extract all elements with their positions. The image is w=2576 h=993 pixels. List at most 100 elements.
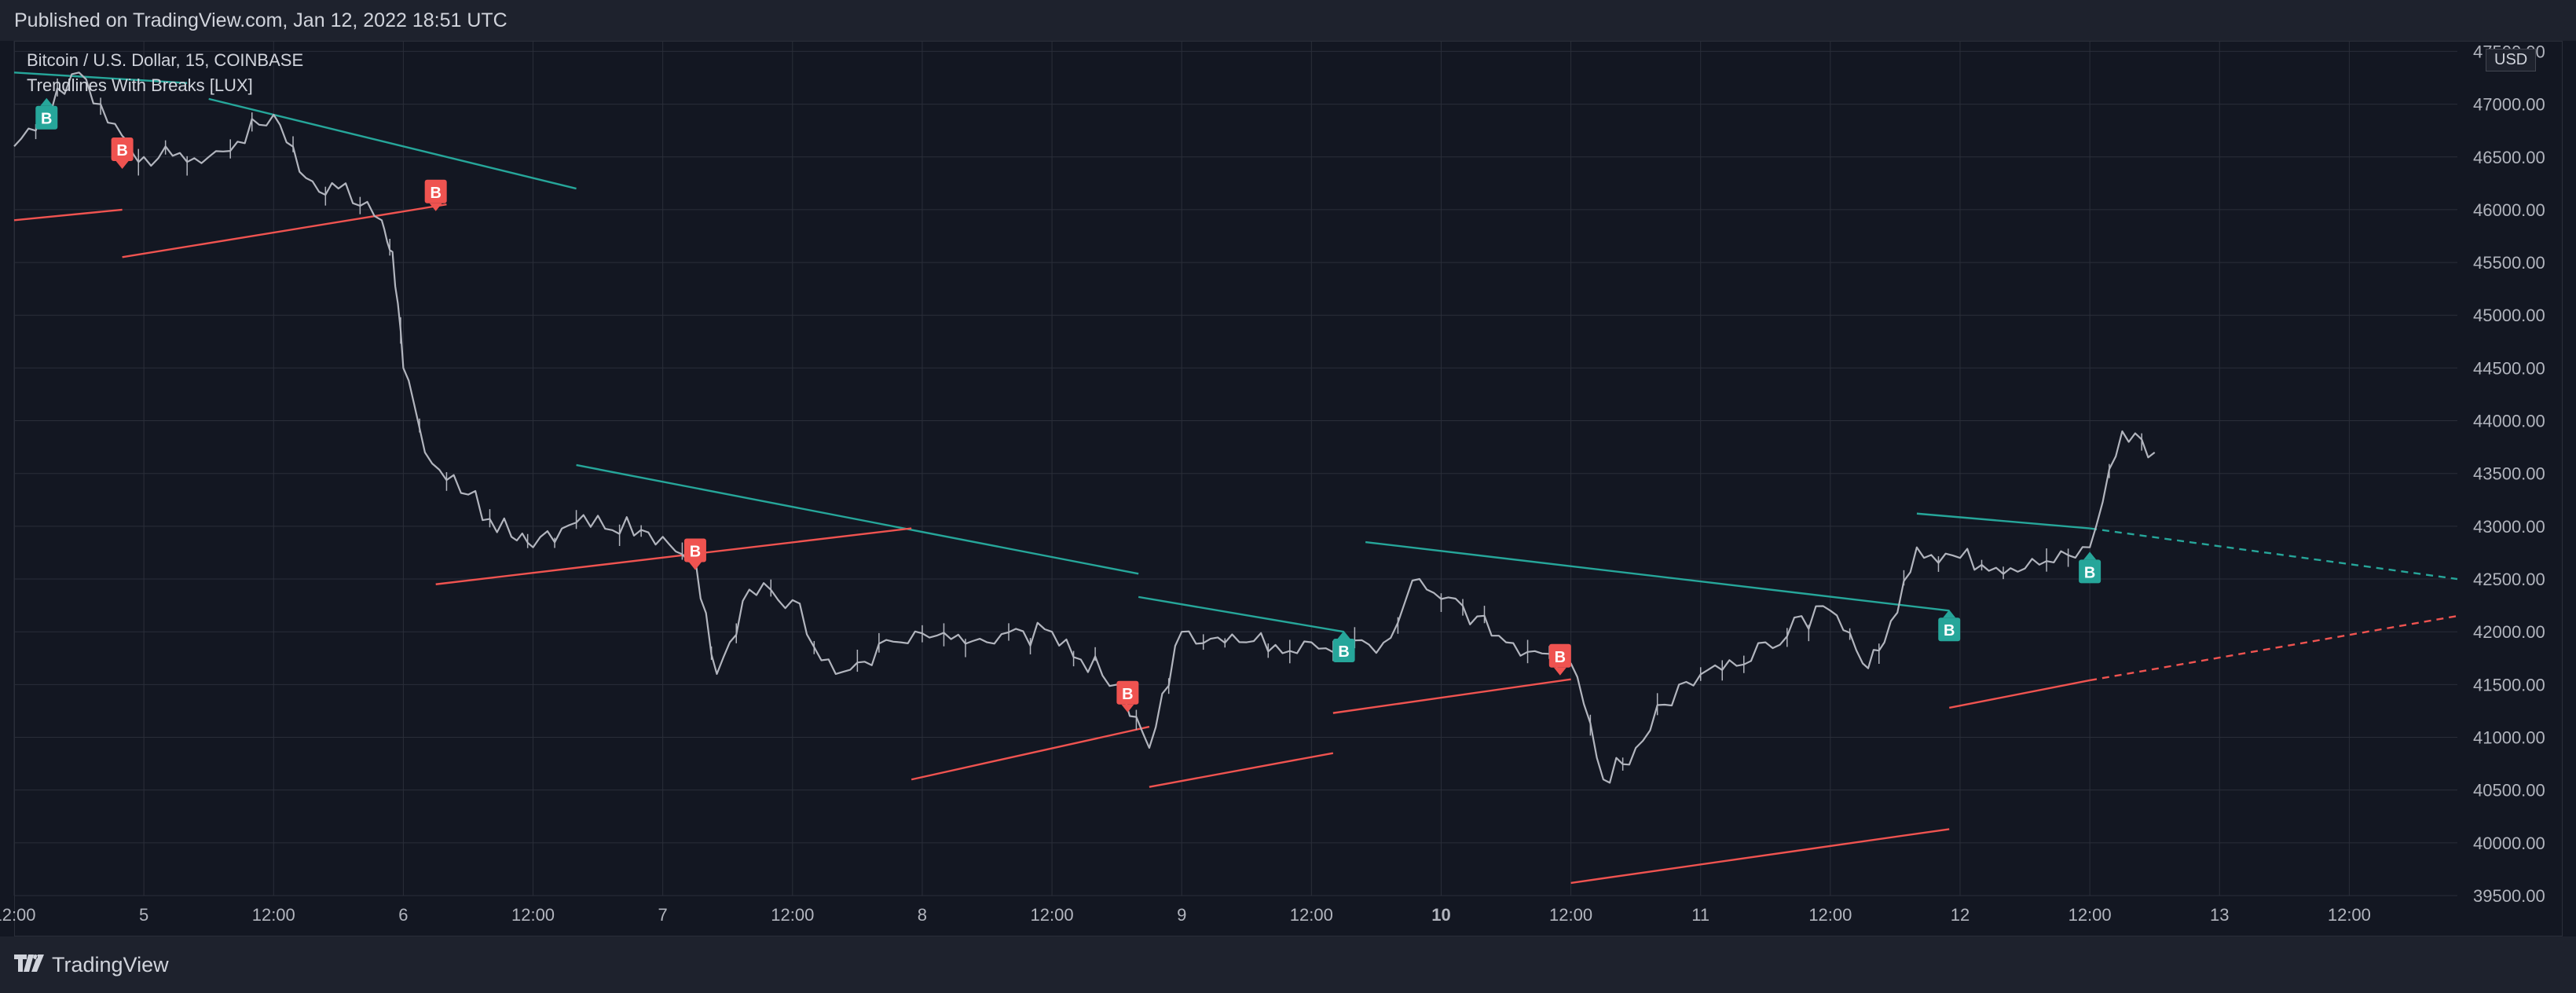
upper-trendline [1916,512,2090,529]
x-tick-label: 12:00 [1290,905,1333,925]
marker-label: B [1338,643,1349,661]
marker-badge [1332,639,1355,663]
y-tick-label: 46500.00 [2473,148,2545,167]
x-tick-label: 12:00 [771,905,814,925]
currency-label[interactable]: USD [2486,49,2537,71]
bull-break-marker: B [1938,610,1961,642]
lower-trendline [122,203,447,258]
x-tick-label: 8 [918,905,927,925]
y-tick-label: 45000.00 [2473,306,2545,325]
x-tick-label: 12:00 [511,905,555,925]
marker-label: B [2084,564,2095,581]
lower-trendline [1332,678,1571,714]
y-tick-label: 44500.00 [2473,358,2545,378]
marker-arrow [429,203,442,211]
y-tick-label: 41500.00 [2473,675,2545,694]
marker-label: B [1122,686,1133,703]
y-tick-label: 43500.00 [2473,464,2545,484]
bear-break-marker: B [1548,643,1571,676]
marker-badge [683,538,706,562]
y-tick-label: 39500.00 [2473,886,2545,906]
bear-break-marker: B [111,137,134,170]
upper-trendline [1365,540,1950,612]
bull-break-marker: B [1332,631,1355,663]
marker-badge [1548,643,1571,668]
tradingview-logo-icon [14,953,46,977]
x-tick-label: 12:00 [1808,905,1852,925]
x-tick-label: 12 [1951,905,1970,925]
y-tick-label: 42500.00 [2473,570,2545,589]
lower-trendline [435,527,912,585]
x-tick-label: 7 [658,905,668,925]
marker-arrow [688,562,702,570]
upper-trendline [2089,527,2458,581]
x-tick-label: 12:00 [0,905,36,925]
marker-arrow [1553,667,1566,676]
marker-label: B [1555,649,1566,666]
x-tick-label: 12:00 [2328,905,2371,925]
marker-arrow [1337,631,1350,639]
trendline-layer [13,71,2458,885]
y-tick-label: 47000.00 [2473,95,2545,115]
y-tick-label: 45500.00 [2473,253,2545,273]
x-tick-label: 12:00 [2068,905,2112,925]
lower-trendline [1570,828,1950,885]
upper-trendline [576,464,1139,575]
grid-layer [13,41,2457,896]
marker-arrow [1121,704,1134,713]
tradingview-brand[interactable]: TradingView [14,953,169,977]
marker-badge [35,105,58,130]
bottom-bar [0,936,2576,993]
bear-break-marker: B [683,538,706,570]
lower-trendline [2089,614,2458,682]
marker-arrow [2083,551,2097,560]
brand-name: TradingView [52,953,169,977]
y-tick-label: 41000.00 [2473,728,2545,748]
lower-trendline [1949,679,2090,709]
published-caption: Published on TradingView.com, Jan 12, 20… [14,9,508,31]
lower-trendline [13,208,123,222]
marker-badge [2079,559,2101,584]
marker-badge [111,137,134,162]
price-series [13,71,2156,784]
lower-trendline [911,725,1150,781]
x-tick-label: 5 [139,905,148,925]
x-tick-label: 9 [1177,905,1186,925]
y-tick-label: 42000.00 [2473,622,2545,642]
marker-arrow [40,97,53,106]
marker-badge [424,179,447,203]
indicator-title[interactable]: Trendlines With Breaks [LUX] [27,75,253,95]
marker-arrow [115,161,129,170]
bull-break-marker: B [35,97,58,130]
x-tick-label: 11 [1691,905,1709,925]
top-bar [0,0,2576,41]
break-markers: B B B B B B B B B [35,97,2101,713]
upper-trendline [1138,595,1344,633]
upper-trendline [208,97,577,190]
y-tick-label: 44000.00 [2473,412,2545,431]
x-tick-label: 12:00 [1549,905,1592,925]
x-tick-label: 12:00 [1031,905,1074,925]
marker-arrow [1943,610,1956,618]
x-tick-label: 10 [1431,905,1450,925]
price-line [13,71,2156,784]
y-tick-label: 40000.00 [2473,834,2545,853]
lower-trendline [1149,752,1334,788]
marker-badge [1938,617,1961,642]
marker-label: B [1944,622,1955,639]
y-tick-label: 46000.00 [2473,200,2545,220]
x-tick-label: 12:00 [252,905,295,925]
symbol-title[interactable]: Bitcoin / U.S. Dollar, 15, COINBASE [27,50,304,70]
marker-label: B [116,142,127,159]
y-tick-label: 43000.00 [2473,517,2545,537]
bear-break-marker: B [1116,680,1139,713]
bear-break-marker: B [424,179,447,211]
bull-break-marker: B [2079,551,2101,584]
upper-trendline [13,71,188,84]
y-tick-label: 40500.00 [2473,781,2545,801]
axis-layer: 12:00 5 12:00 6 12:00 7 12:00 8 12:00 9 12:00 10 12:… [0,42,2545,925]
marker-label: B [41,111,52,128]
marker-label: B [430,185,441,202]
x-tick-label: 13 [2210,905,2229,925]
